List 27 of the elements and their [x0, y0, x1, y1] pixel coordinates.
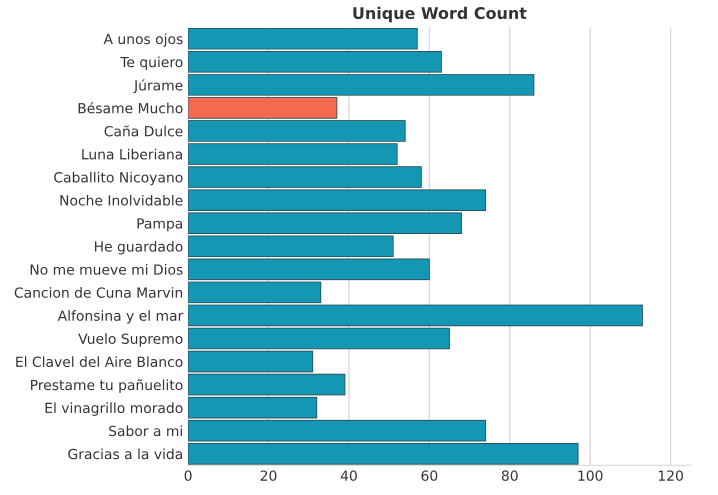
y-tick-label: A unos ojos — [104, 33, 183, 47]
x-tick-label: 120 — [658, 470, 683, 481]
y-tick-label: Cancion de Cuna Marvin — [14, 287, 182, 298]
y-tick-label: He guardado — [94, 240, 182, 254]
chart-title: Unique Word Count — [353, 6, 527, 22]
y-tick-label: Pampa — [138, 218, 182, 232]
x-tick-label: 80 — [502, 470, 518, 481]
y-tick-label: Prestame tu pañuelito — [31, 379, 182, 393]
y-tick-label: El Clavel del Aire Blanco — [16, 356, 182, 368]
y-tick-label: Te quiero — [120, 56, 182, 70]
x-tick-label: 60 — [421, 470, 438, 481]
x-tick-label: 100 — [578, 470, 603, 481]
y-tick-label: Júrame — [133, 79, 183, 94]
y-tick-label: Gracias a la vida — [68, 448, 182, 460]
y-tick-label: Bésame Mucho — [78, 102, 182, 114]
y-tick-label: Vuelo Supremo — [78, 333, 182, 347]
x-tick-label: 40 — [340, 470, 357, 481]
y-tick-label: El vinagrillo morado — [46, 402, 182, 416]
y-tick-label: Caña Dulce — [104, 125, 183, 136]
x-tick-label: 20 — [260, 470, 276, 481]
y-tick-label: No me mueve mi Dios — [30, 264, 183, 275]
y-tick-label: Noche Inolvidable — [60, 194, 183, 206]
y-tick-label: Alfonsina y el mar — [58, 310, 184, 324]
y-tick-label: Luna Liberiana — [82, 148, 182, 160]
y-tick-label: Sabor a mi — [109, 425, 182, 436]
x-tick-label: 0 — [184, 470, 192, 481]
y-tick-label: Caballito Nicoyano — [54, 172, 182, 186]
